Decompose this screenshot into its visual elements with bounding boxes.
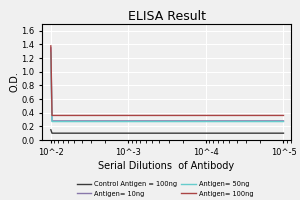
Y-axis label: O.D.: O.D. xyxy=(10,72,20,92)
Control Antigen = 100ng xyxy=(49,129,52,131)
Title: ELISA Result: ELISA Result xyxy=(128,10,206,23)
Control Antigen = 100ng xyxy=(50,132,54,134)
Antigen= 100ng xyxy=(94,114,97,117)
Control Antigen = 100ng xyxy=(282,132,285,134)
Antigen= 50ng xyxy=(94,120,97,123)
Antigen= 100ng xyxy=(60,114,63,117)
Antigen= 50ng xyxy=(263,120,267,123)
Antigen= 50ng xyxy=(282,120,285,123)
Line: Control Antigen = 100ng: Control Antigen = 100ng xyxy=(51,130,284,133)
Control Antigen = 100ng xyxy=(60,132,63,134)
Antigen= 10ng xyxy=(112,120,116,122)
X-axis label: Serial Dilutions  of Antibody: Serial Dilutions of Antibody xyxy=(98,161,235,171)
Antigen= 50ng xyxy=(60,120,63,123)
Antigen= 10ng xyxy=(282,120,285,122)
Antigen= 50ng xyxy=(64,120,68,123)
Antigen= 10ng xyxy=(60,120,63,122)
Legend: Control Antigen = 100ng, Antigen= 10ng, Antigen= 50ng, Antigen= 100ng: Control Antigen = 100ng, Antigen= 10ng, … xyxy=(77,181,253,197)
Antigen= 50ng xyxy=(50,120,54,123)
Line: Antigen= 100ng: Antigen= 100ng xyxy=(51,46,284,115)
Antigen= 100ng xyxy=(112,114,116,117)
Antigen= 100ng xyxy=(271,114,275,117)
Antigen= 10ng xyxy=(49,47,52,49)
Antigen= 50ng xyxy=(112,120,116,123)
Antigen= 50ng xyxy=(271,120,275,123)
Antigen= 100ng xyxy=(50,114,54,117)
Antigen= 100ng xyxy=(282,114,285,117)
Antigen= 10ng xyxy=(271,120,275,122)
Antigen= 10ng xyxy=(263,120,267,122)
Antigen= 10ng xyxy=(50,120,54,122)
Antigen= 100ng xyxy=(49,45,52,47)
Antigen= 10ng xyxy=(94,120,97,122)
Control Antigen = 100ng xyxy=(94,132,97,134)
Antigen= 100ng xyxy=(64,114,68,117)
Antigen= 10ng xyxy=(64,120,68,122)
Antigen= 50ng xyxy=(49,51,52,54)
Line: Antigen= 10ng: Antigen= 10ng xyxy=(51,48,284,121)
Control Antigen = 100ng xyxy=(271,132,275,134)
Line: Antigen= 50ng: Antigen= 50ng xyxy=(51,53,284,122)
Control Antigen = 100ng xyxy=(263,132,267,134)
Antigen= 100ng xyxy=(263,114,267,117)
Control Antigen = 100ng xyxy=(112,132,116,134)
Control Antigen = 100ng xyxy=(64,132,68,134)
